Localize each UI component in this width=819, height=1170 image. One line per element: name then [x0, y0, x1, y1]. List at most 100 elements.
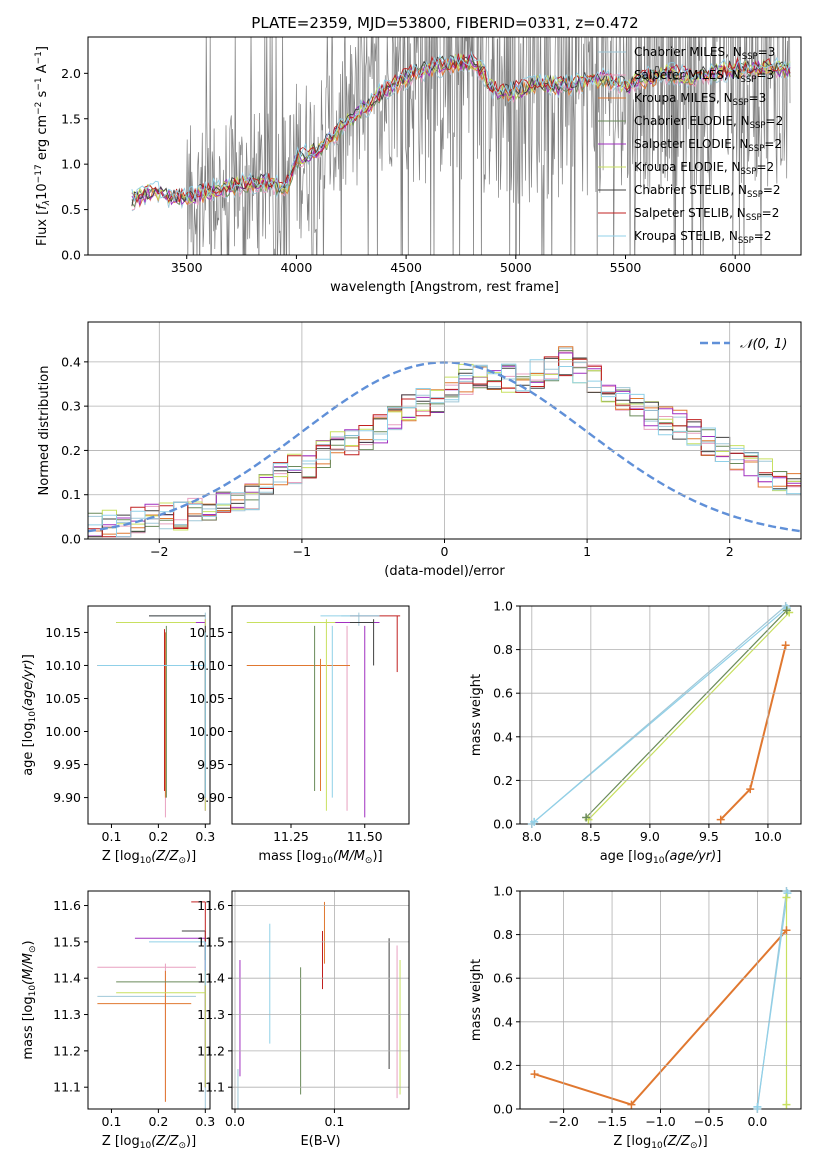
plot-area [88, 346, 801, 538]
y-tick-label: 0.0 [61, 532, 81, 547]
y-tick-label: 11.3 [197, 1007, 225, 1022]
x-tick-label: 0.2 [148, 829, 168, 844]
weight-vs-metallicity-panel: −2.0 −1.5 −1.0 −0.5 0.0 0.0 0.2 0.4 0.6 0.8 1.0 Z [… [469, 884, 802, 1151]
x-tick-label: 11.25 [273, 829, 309, 844]
histogram-step-kroupa-stelib [88, 359, 801, 538]
histogram-step-salpeter-miles [88, 351, 801, 538]
plot-area [237, 901, 401, 1109]
legend-entry: Chabrier ELODIE, NSSP=2 [634, 114, 783, 131]
series-line [533, 607, 788, 823]
weight-vs-age-panel: 8.0 8.5 9.0 9.5 10.0 0.0 0.2 0.4 0.6 0.8 1.0 age [l… [469, 599, 802, 866]
y-tick-label: 1.0 [493, 599, 513, 614]
y-tick-label: 10.15 [189, 625, 225, 640]
y-axis-label: mass [log10(M/M⊙) [21, 940, 38, 1059]
x-tick-label: 0.1 [324, 1114, 344, 1129]
model-line-kroupa-stelib [131, 50, 791, 202]
legend-entry: Salpeter MILES, NSSP=3 [634, 68, 774, 85]
x-tick-label: 3500 [171, 260, 203, 275]
y-tick-label: 11.5 [197, 934, 225, 949]
x-tick-label: 0.1 [102, 1114, 122, 1129]
figure-title: PLATE=2359, MJD=53800, FIBERID=0331, z=0… [251, 14, 638, 32]
x-tick-label: 4500 [390, 260, 422, 275]
data-point-marker [746, 785, 755, 794]
x-tick-label: 4000 [281, 260, 313, 275]
y-tick-label: 11.6 [53, 898, 81, 913]
y-tick-label: 0.0 [61, 248, 81, 263]
plot-area [534, 891, 788, 1109]
legend-entry: Kroupa ELODIE, NSSP=2 [634, 160, 774, 177]
y-tick-label: 11.1 [53, 1080, 81, 1095]
y-tick-label: 9.95 [197, 757, 225, 772]
x-tick-label: 0.0 [747, 1114, 767, 1129]
y-tick-label: 1.0 [61, 157, 81, 172]
y-axis-label: age [log10(age/yr)] [21, 654, 38, 776]
x-tick-label: 9.5 [699, 829, 719, 844]
data-point-marker [782, 606, 791, 615]
x-tick-label: 0.3 [195, 829, 215, 844]
x-tick-label: 0 [441, 544, 449, 559]
data-point-marker [716, 815, 725, 824]
y-axis-label: Flux [fλ10−17 erg cm−2 s−1 A−1] [34, 46, 52, 246]
mass-vs-extinction-panel: 0.0 0.1 11.1 11.2 11.3 11.4 11.5 11.6 E(B-V) [197, 890, 410, 1149]
legend-entry: Salpeter STELIB, NSSP=2 [634, 206, 779, 223]
y-tick-label: 11.6 [197, 898, 225, 913]
y-tick-label: 10.10 [189, 658, 225, 673]
x-tick-label: −0.5 [694, 1114, 724, 1129]
series-line [719, 644, 787, 821]
data-point-marker [582, 813, 591, 822]
y-tick-label: 10.00 [189, 724, 225, 739]
x-axis-label: (data-model)/error [384, 564, 505, 579]
axes-frame [87, 890, 211, 1110]
x-axis-label: Z [log10(Z/Z⊙)] [102, 849, 196, 866]
data-point-marker [782, 1100, 791, 1109]
age-vs-metallicity-panel: 0.1 0.2 0.3 9.90 9.95 10.00 10.05 10.10 10.15 Z [… [21, 605, 215, 866]
legend-entry: Chabrier MILES, NSSP=3 [634, 45, 775, 62]
axes-frame [231, 890, 410, 1110]
plot-area [131, 37, 791, 255]
y-tick-label: 10.00 [45, 724, 81, 739]
y-tick-label: 0.8 [493, 927, 513, 942]
axes-frame [87, 605, 211, 825]
y-tick-label: 11.4 [53, 971, 81, 986]
x-tick-label: 0.3 [195, 1114, 215, 1129]
y-tick-label: 0.4 [493, 1014, 513, 1029]
data-point-marker [753, 1102, 762, 1111]
histogram-step-salpeter-stelib [88, 356, 801, 538]
x-tick-label: 5000 [500, 260, 532, 275]
y-axis-label: Normed distribution [37, 366, 52, 496]
x-axis-label: E(B-V) [300, 1134, 340, 1149]
legend-entry: Kroupa STELIB, NSSP=2 [634, 229, 772, 246]
legend-entry: Chabrier STELIB, NSSP=2 [634, 183, 781, 200]
x-tick-label: 6000 [719, 260, 751, 275]
axes-frame [231, 605, 410, 825]
y-axis-label: mass weight [469, 959, 484, 1041]
y-tick-label: 0.0 [493, 1102, 513, 1117]
x-tick-label: −1.0 [645, 1114, 675, 1129]
age-vs-mass-panel: 11.25 11.50 9.90 9.95 10.00 10.05 10.10 10.15 ma… [189, 605, 410, 866]
y-tick-label: 1.5 [61, 111, 81, 126]
x-tick-label: 0.0 [225, 1114, 245, 1129]
y-tick-label: 2.0 [61, 66, 81, 81]
plot-area [97, 901, 206, 1109]
y-tick-label: 10.15 [45, 625, 81, 640]
y-tick-label: 11.2 [53, 1043, 81, 1058]
x-tick-label: −1.5 [597, 1114, 627, 1129]
data-point-marker [782, 893, 791, 902]
x-tick-label: −2 [150, 544, 168, 559]
y-tick-label: 0.3 [61, 399, 81, 414]
x-tick-label: 2 [726, 544, 734, 559]
y-tick-label: 0.5 [61, 202, 81, 217]
series-line [756, 893, 788, 1107]
data-point-marker [530, 1070, 539, 1079]
histogram-step-chabrier-stelib [88, 357, 801, 538]
x-tick-label: 8.0 [522, 829, 542, 844]
x-tick-label: 10.0 [754, 829, 782, 844]
y-tick-label: 11.3 [53, 1007, 81, 1022]
data-point-marker [530, 817, 539, 826]
data-point-marker [627, 1100, 636, 1109]
x-tick-label: 5500 [610, 260, 642, 275]
axes-frame [87, 36, 802, 256]
legend-entry: Salpeter ELODIE, NSSP=2 [634, 137, 782, 154]
y-axis-label: mass weight [469, 674, 484, 756]
y-tick-label: 0.4 [61, 354, 81, 369]
